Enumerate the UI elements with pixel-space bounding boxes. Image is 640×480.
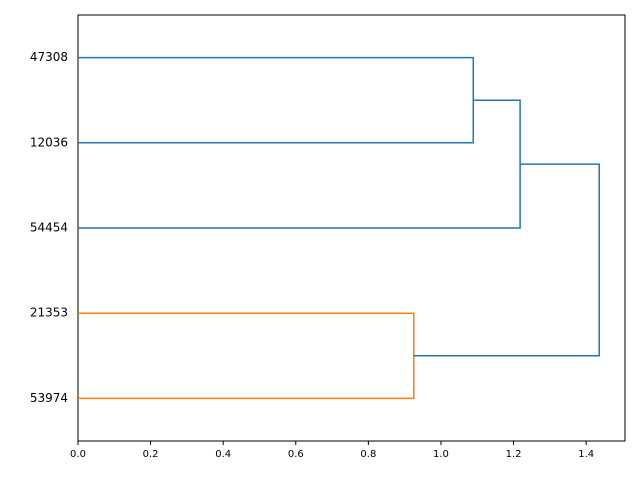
x-tick-label: 0.8 xyxy=(360,449,376,460)
x-tick-label: 0.2 xyxy=(143,449,159,460)
leaf-label: 47308 xyxy=(30,50,68,64)
x-tick-label: 0.0 xyxy=(70,449,86,460)
dendrogram-link xyxy=(78,56,475,144)
leaf-label: 21353 xyxy=(30,306,68,320)
x-tick-label: 0.6 xyxy=(288,449,304,460)
x-tick-label: 0.4 xyxy=(215,449,231,460)
leaf-label: 54454 xyxy=(30,221,68,235)
x-tick-label: 1.0 xyxy=(433,449,449,460)
dendrogram-link xyxy=(413,163,600,357)
x-tick-label: 1.2 xyxy=(506,449,522,460)
leaf-label: 12036 xyxy=(30,135,68,149)
x-tick-label: 1.4 xyxy=(578,449,594,460)
leaf-label: 53974 xyxy=(30,391,68,405)
